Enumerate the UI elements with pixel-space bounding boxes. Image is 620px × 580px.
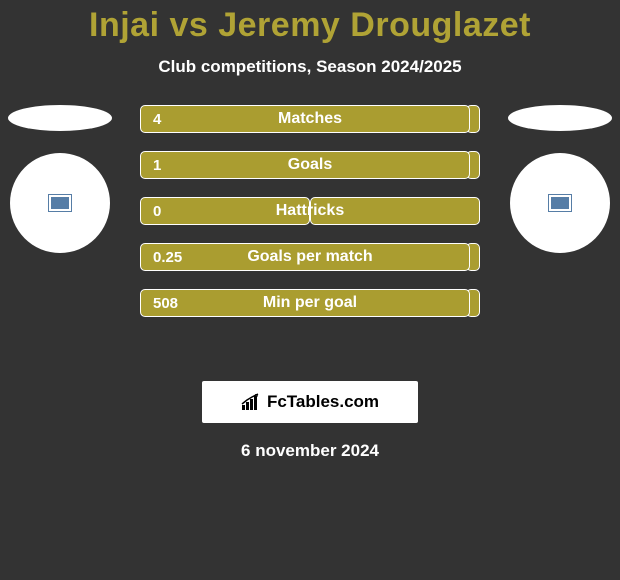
stat-row: 0Hattricks (140, 197, 480, 225)
player-right-badge (510, 153, 610, 253)
stat-value-left: 1 (153, 157, 161, 174)
page-title: Injai vs Jeremy Drouglazet (0, 0, 620, 45)
stat-value-left: 0 (153, 203, 161, 220)
stat-bars: 4Matches 1Goals 0Hattricks 0.25Goals per ma… (140, 105, 480, 335)
stat-bar-left: 508 (140, 289, 470, 317)
stat-value-left: 508 (153, 295, 178, 312)
stat-row: 508Min per goal (140, 289, 480, 317)
chart-icon (241, 393, 263, 411)
player-left-name-ellipse (8, 105, 112, 131)
stat-row: 0.25Goals per match (140, 243, 480, 271)
stat-row: 1Goals (140, 151, 480, 179)
stat-value-left: 0.25 (153, 249, 182, 266)
player-left-box (5, 105, 115, 253)
stat-bar-left: 0.25 (140, 243, 470, 271)
date-text: 6 november 2024 (0, 441, 620, 461)
player-right-box (505, 105, 615, 253)
player-left-badge (10, 153, 110, 253)
stat-value-left: 4 (153, 111, 161, 128)
stat-bar-left: 4 (140, 105, 470, 133)
stat-row: 4Matches (140, 105, 480, 133)
brand-text: FcTables.com (267, 392, 379, 412)
stat-bar-left: 0 (140, 197, 310, 225)
page-subtitle: Club competitions, Season 2024/2025 (0, 57, 620, 77)
stat-bar-right (310, 197, 480, 225)
brand-banner[interactable]: FcTables.com (202, 381, 418, 423)
comparison-content: 4Matches 1Goals 0Hattricks 0.25Goals per ma… (0, 105, 620, 365)
player-right-name-ellipse (508, 105, 612, 131)
stat-bar-left: 1 (140, 151, 470, 179)
flag-icon (549, 195, 571, 211)
flag-icon (49, 195, 71, 211)
